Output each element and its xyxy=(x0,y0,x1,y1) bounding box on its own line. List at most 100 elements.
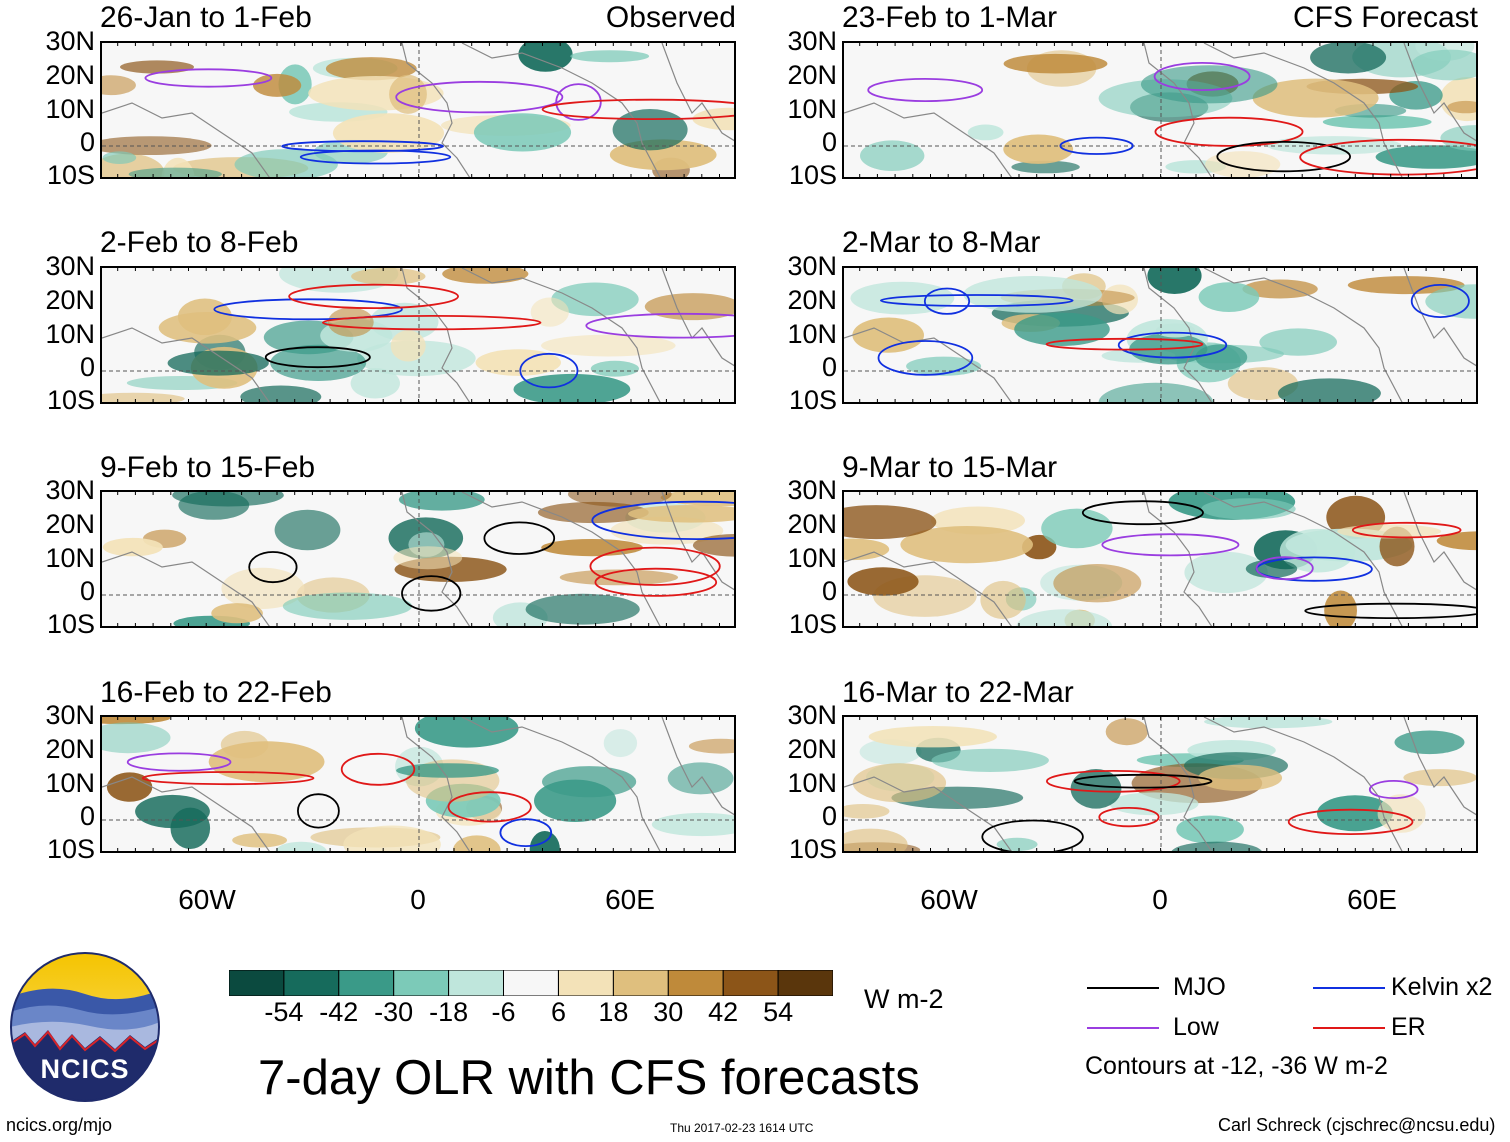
olr-anomaly-blob xyxy=(102,75,136,96)
er-contour xyxy=(288,283,460,310)
olr-anomaly-blob xyxy=(612,109,688,151)
coastline xyxy=(1203,492,1403,626)
er-contour xyxy=(1154,116,1304,147)
olr-anomaly-blob xyxy=(1171,841,1262,851)
coastline xyxy=(1143,43,1213,177)
olr-anomaly-blob xyxy=(253,73,302,97)
kelvin-contour xyxy=(591,500,734,540)
olr-anomaly-blob xyxy=(996,837,1038,851)
olr-anomaly-blob xyxy=(1198,764,1283,792)
y-tick-label: 30N xyxy=(787,26,837,56)
low-contour xyxy=(1368,780,1419,800)
mjo-contour xyxy=(483,521,556,555)
coastline xyxy=(401,268,471,402)
panel-title: 23-Feb to 1-Mar xyxy=(842,1,1058,34)
low-contour xyxy=(395,80,564,114)
coastline xyxy=(1403,492,1476,591)
olr-anomaly-blob xyxy=(1436,531,1476,551)
footer-url[interactable]: ncics.org/mjo xyxy=(6,1115,113,1135)
olr-anomaly-blob xyxy=(559,569,679,586)
olr-anomaly-blob xyxy=(178,492,250,520)
panel-title: 9-Mar to 15-Mar xyxy=(842,451,1058,484)
er-contour xyxy=(1045,337,1204,351)
olr-anomaly-blob xyxy=(453,835,501,851)
olr-anomaly-blob xyxy=(1201,498,1296,520)
coastline xyxy=(1403,268,1476,367)
olr-anomaly-blob xyxy=(102,151,137,164)
colorbar-swatch xyxy=(393,969,450,997)
colorbar-tick-label: -54 xyxy=(264,997,304,1027)
y-tick-label: 0 xyxy=(79,352,95,382)
colorbar-tick-label: 42 xyxy=(708,997,739,1027)
olr-anomaly-blob xyxy=(1070,769,1122,809)
olr-anomaly-blob xyxy=(1053,564,1142,603)
coastline xyxy=(661,268,734,367)
y-tick-label: 0 xyxy=(821,576,837,606)
colorbar-tick-label: -42 xyxy=(319,997,359,1027)
coastline xyxy=(102,327,270,402)
legend-label-er: ER xyxy=(1391,1013,1426,1041)
olr-anomaly-blob xyxy=(590,360,639,377)
y-tick-label: 30N xyxy=(45,700,95,730)
olr-anomaly-blob xyxy=(1041,508,1113,549)
main-title: 7-day OLR with CFS forecasts xyxy=(258,1051,920,1105)
olr-map xyxy=(102,717,734,851)
olr-map xyxy=(844,492,1476,626)
legend-label-mjo: MJO xyxy=(1173,973,1226,1001)
olr-anomaly-blob xyxy=(1266,136,1402,155)
olr-anomaly-blob xyxy=(350,368,400,399)
y-tick-label: 10S xyxy=(788,834,837,864)
olr-anomaly-blob xyxy=(442,268,529,284)
forecast-header: CFS Forecast xyxy=(1292,1,1478,34)
olr-anomaly-blob xyxy=(850,281,955,315)
y-tick-label: 10S xyxy=(788,385,837,415)
olr-map xyxy=(102,492,734,626)
kelvin-contour xyxy=(519,352,579,389)
olr-anomaly-blob xyxy=(1195,344,1248,371)
olr-anomaly-blob xyxy=(844,804,890,819)
colorbar-tick-label: 30 xyxy=(653,997,684,1027)
y-tick-label: 0 xyxy=(821,127,837,157)
olr-anomaly-blob xyxy=(398,492,485,511)
panel-title: 16-Mar to 22-Mar xyxy=(842,676,1074,709)
coastline xyxy=(1403,43,1476,142)
y-tick-label: 10N xyxy=(45,319,95,349)
ncics-logo: NCICS xyxy=(10,952,160,1102)
olr-anomaly-blob xyxy=(1147,268,1202,294)
kelvin-contour xyxy=(923,287,971,315)
map-panel xyxy=(842,490,1478,628)
olr-anomaly-blob xyxy=(1411,49,1476,81)
olr-anomaly-blob xyxy=(1003,134,1074,164)
olr-anomaly-blob xyxy=(270,344,367,381)
y-tick-label: 10S xyxy=(46,160,95,190)
y-tick-label: 10N xyxy=(45,94,95,124)
y-tick-label: 30N xyxy=(787,251,837,281)
mjo-contour xyxy=(296,793,340,829)
colorbar-tick-label: 6 xyxy=(550,997,567,1027)
olr-anomaly-blob xyxy=(1394,730,1465,755)
mjo-contour xyxy=(1081,500,1204,526)
colorbar-tick-label: -18 xyxy=(429,997,469,1027)
low-contour xyxy=(1255,556,1314,581)
y-tick-label: 0 xyxy=(79,127,95,157)
panel-title: 2-Mar to 8-Mar xyxy=(842,226,1041,259)
colorbar-swatches xyxy=(228,969,834,997)
colorbar-swatch xyxy=(558,969,614,997)
olr-anomaly-blob xyxy=(1016,609,1113,626)
olr-anomaly-blob xyxy=(232,833,287,848)
olr-anomaly-blob xyxy=(1098,382,1214,402)
colorbar-tick-label: 18 xyxy=(598,997,629,1027)
olr-anomaly-blob xyxy=(847,567,919,596)
y-tick-label: 10N xyxy=(787,543,837,573)
y-tick-label: 10S xyxy=(46,609,95,639)
y-tick-label: 0 xyxy=(79,801,95,831)
olr-anomaly-blob xyxy=(967,124,1004,141)
y-tick-label: 10N xyxy=(787,768,837,798)
legend-line-kelvin xyxy=(1313,987,1385,989)
er-contour xyxy=(1098,807,1160,828)
olr-anomaly-blob xyxy=(393,546,463,570)
olr-anomaly-blob xyxy=(1105,718,1148,746)
olr-anomaly-blob xyxy=(1242,279,1318,299)
olr-anomaly-blob xyxy=(570,50,650,63)
olr-anomaly-blob xyxy=(102,722,171,754)
